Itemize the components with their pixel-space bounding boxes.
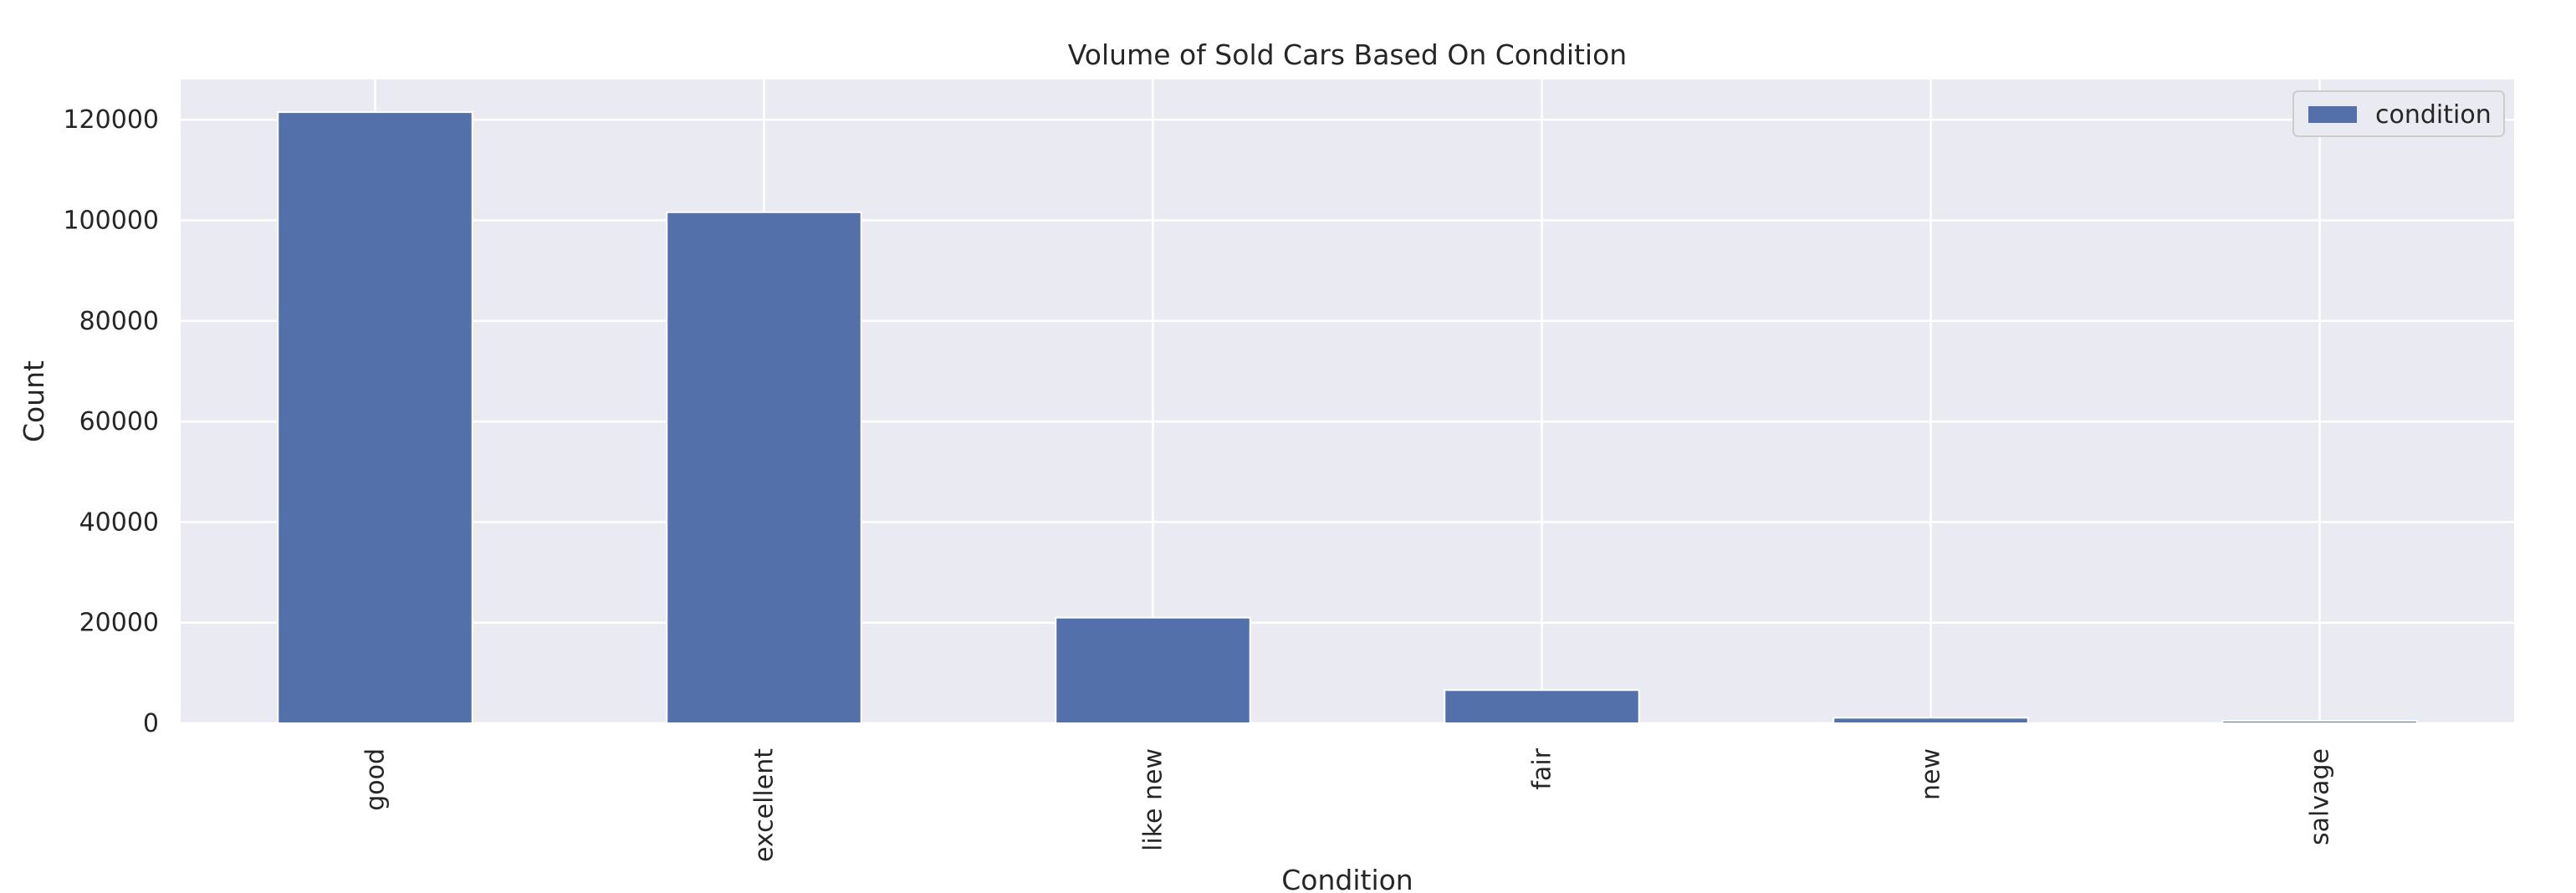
- y-tick-labels: 0 20000 40000 60000 80000 100000 120000: [63, 105, 159, 738]
- y-tick-label: 40000: [79, 508, 159, 537]
- bar-excellent: [666, 211, 862, 724]
- y-tick-label: 60000: [79, 407, 159, 436]
- bar-salvage: [2221, 719, 2418, 724]
- x-tick-labels: good excellent like new fair new salvage: [361, 748, 2335, 862]
- y-tick-label: 100000: [63, 206, 159, 235]
- bar-like-new: [1055, 616, 1251, 724]
- y-tick-label: 80000: [79, 307, 159, 336]
- bar-good: [277, 111, 473, 724]
- legend-box: [2292, 90, 2505, 137]
- y-axis-title: Count: [18, 360, 50, 442]
- legend: condition: [2292, 90, 2505, 137]
- x-tick-label: like new: [1139, 748, 1168, 851]
- legend-swatch: [2308, 106, 2357, 123]
- y-tick-label: 120000: [63, 105, 159, 135]
- x-tick-label: excellent: [750, 748, 779, 862]
- y-tick-label: 0: [143, 709, 159, 738]
- x-axis-title: Condition: [1281, 864, 1413, 893]
- x-tick-label: good: [361, 748, 391, 811]
- x-tick-label: salvage: [2306, 748, 2335, 845]
- x-tick-label: new: [1917, 748, 1946, 800]
- plot-background: [181, 79, 2514, 723]
- y-tick-label: 20000: [79, 609, 159, 638]
- bars: [277, 111, 2418, 724]
- chart-title: Volume of Sold Cars Based On Condition: [1068, 38, 1627, 71]
- bar-fair: [1444, 689, 1640, 724]
- bar-new: [1832, 717, 2029, 724]
- grid-lines: [181, 79, 2514, 725]
- x-tick-label: fair: [1528, 748, 1557, 789]
- legend-label: condition: [2375, 100, 2492, 130]
